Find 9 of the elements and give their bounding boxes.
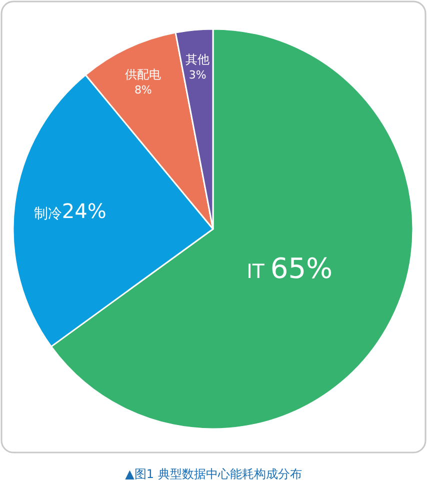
slice-label: IT: [246, 260, 266, 283]
data-label: 65%: [270, 252, 333, 285]
slice-label: 其他: [186, 52, 210, 67]
data-label: 8%: [134, 84, 152, 97]
data-label: 3%: [188, 68, 206, 82]
data-label: 24%: [62, 198, 106, 223]
slice-label: 制冷: [34, 206, 62, 222]
text: ▲图1 典型数据中心能耗构成分布: [125, 467, 302, 481]
slice-label: 供配电: [125, 68, 162, 82]
